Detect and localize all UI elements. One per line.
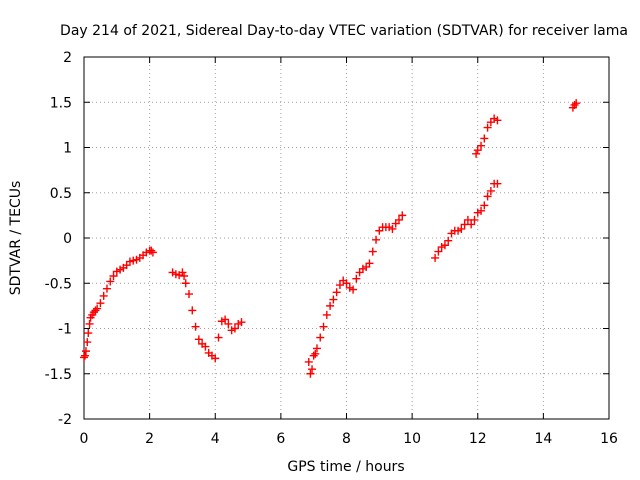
data-point <box>85 319 94 328</box>
data-point <box>467 220 476 229</box>
data-point <box>480 134 489 143</box>
x-tick-label: 12 <box>469 431 487 447</box>
data-point <box>368 247 377 256</box>
data-point <box>178 268 187 277</box>
data-point <box>477 206 486 215</box>
x-tick-label: 0 <box>80 431 89 447</box>
y-tick-label: 1 <box>63 141 72 157</box>
data-point <box>211 354 220 363</box>
data-point <box>431 253 440 262</box>
x-tick-label: 6 <box>276 431 285 447</box>
data-point <box>486 186 495 195</box>
data-point <box>335 281 344 290</box>
data-point <box>493 179 502 188</box>
data-point <box>180 272 189 281</box>
data-point <box>306 369 315 378</box>
data-point <box>472 149 481 158</box>
data-point <box>329 295 338 304</box>
data-point <box>440 241 449 250</box>
y-axis-label: SDTVAR / TECUs <box>8 181 24 296</box>
y-tick-label: 2 <box>63 50 72 66</box>
y-tick-label: 1.5 <box>50 95 72 111</box>
y-tick-label: 0 <box>63 231 72 247</box>
data-point <box>230 324 239 333</box>
data-point <box>181 279 190 288</box>
data-point <box>477 141 486 150</box>
data-point <box>106 277 115 286</box>
data-point <box>308 365 317 374</box>
data-point <box>483 123 492 132</box>
x-tick-label: 14 <box>534 431 552 447</box>
data-point <box>304 357 313 366</box>
data-point <box>322 310 331 319</box>
y-tick-label: -2 <box>58 412 72 428</box>
data-point <box>84 329 93 338</box>
data-point <box>309 351 318 360</box>
data-point <box>148 248 157 257</box>
data-point <box>191 322 200 331</box>
data-point <box>480 201 489 210</box>
data-point <box>147 246 156 255</box>
data-point <box>342 279 351 288</box>
chart-title: Day 214 of 2021, Sidereal Day-to-day VTE… <box>60 23 628 39</box>
data-point <box>398 211 407 220</box>
data-point <box>332 288 341 297</box>
data-point <box>493 116 502 125</box>
data-point <box>194 335 203 344</box>
data-point <box>80 353 88 362</box>
data-point <box>80 351 89 360</box>
grid-lines <box>84 57 609 419</box>
data-point <box>221 315 230 324</box>
data-point <box>201 342 210 351</box>
data-point <box>434 247 443 256</box>
data-point <box>319 322 328 331</box>
data-point <box>349 285 358 294</box>
data-point <box>214 333 223 342</box>
data-point <box>316 333 325 342</box>
x-tick-label: 16 <box>600 431 618 447</box>
data-point <box>444 236 453 245</box>
data-point <box>311 349 320 358</box>
data-point <box>102 284 111 293</box>
data-point <box>372 235 381 244</box>
x-tick-label: 10 <box>403 431 421 447</box>
data-point <box>81 347 90 356</box>
y-tick-label: -0.5 <box>45 276 72 292</box>
data-point <box>352 274 361 283</box>
data-point <box>224 319 233 328</box>
y-tick-label: 0.5 <box>50 186 72 202</box>
data-point <box>572 99 581 108</box>
data-point <box>96 299 105 308</box>
axis-ticks: 0 2 4 6 8 10 12 14 16 -2 -1.5 -1 -0.5 0 0.5 1 1.5 2 <box>45 50 618 447</box>
data-point <box>473 146 482 155</box>
data-point <box>237 318 246 327</box>
y-tick-label: -1.5 <box>45 367 72 383</box>
x-tick-label: 2 <box>145 431 154 447</box>
data-point <box>185 290 193 299</box>
data-point <box>457 224 466 233</box>
data-point <box>93 304 102 313</box>
data-point <box>312 344 321 353</box>
data-point <box>109 272 118 281</box>
data-point <box>483 192 492 201</box>
data-point <box>83 338 92 347</box>
x-tick-label: 8 <box>342 431 351 447</box>
data-point <box>326 301 335 310</box>
data-point <box>570 100 579 109</box>
data-point <box>470 215 479 224</box>
x-axis-label: GPS time / hours <box>287 459 404 475</box>
data-point <box>99 291 108 300</box>
y-tick-label: -1 <box>58 322 72 338</box>
data-point <box>388 224 397 233</box>
x-tick-label: 4 <box>211 431 220 447</box>
data-point <box>91 306 100 315</box>
data-points <box>80 99 581 378</box>
data-point <box>395 215 403 224</box>
data-point <box>365 259 374 268</box>
data-point <box>188 306 197 315</box>
